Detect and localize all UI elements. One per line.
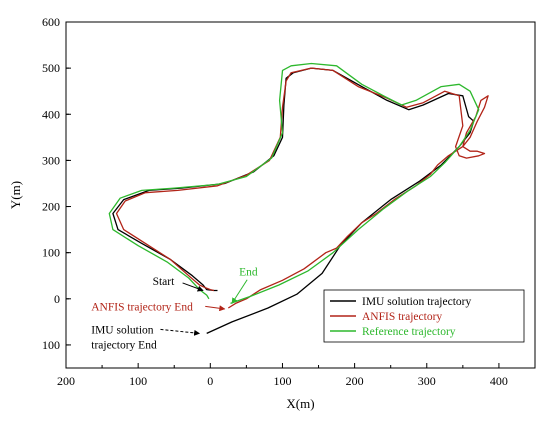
x-tick-label: 400	[490, 374, 508, 388]
series-lines	[108, 62, 489, 334]
series-anfis-trajectory	[115, 67, 489, 309]
x-tick-label: 0	[207, 374, 213, 388]
legend-entry: Reference trajectory	[362, 326, 456, 338]
annotation-label: Start	[153, 276, 176, 288]
annotation-label: End	[239, 267, 258, 279]
y-tick-label: 100	[42, 246, 60, 260]
legend-box	[323, 289, 525, 343]
y-tick-label: 300	[42, 153, 60, 167]
annotation-arrow	[160, 328, 201, 336]
legend-entry: ANFIS trajectory	[362, 311, 442, 323]
x-tick-label: 200	[57, 374, 75, 388]
x-tick-label: 100	[129, 374, 147, 388]
y-tick-label: 100	[42, 338, 60, 352]
annotation-arrow	[231, 279, 248, 304]
x-axis-label: X(m)	[286, 396, 314, 411]
x-tick-label: 300	[418, 374, 436, 388]
y-tick-label: 0	[54, 292, 60, 306]
plot-frame	[65, 21, 536, 369]
legend: IMU solution trajectory ANFIS trajectory R…	[323, 289, 525, 343]
x-axis-ticks: 200 100 0 100 200 300 400	[57, 363, 508, 388]
annotation-label: IMU solution	[91, 324, 154, 336]
y-tick-label: 200	[42, 200, 60, 214]
y-tick-label: 600	[42, 15, 60, 29]
annotation-arrow	[182, 282, 204, 292]
y-axis-ticks: 100 0 100 200 300 400 500 600	[42, 15, 71, 352]
annotation-label: trajectory End	[91, 340, 157, 352]
y-tick-label: 400	[42, 107, 60, 121]
annotations: Start End ANFIS trajectory End IMU solution…	[91, 267, 258, 352]
y-tick-label: 500	[42, 61, 60, 75]
y-axis-label: Y(m)	[8, 181, 23, 209]
annotation-arrow	[205, 305, 226, 312]
series-reference-trajectory	[108, 62, 480, 305]
legend-entry: IMU solution trajectory	[362, 296, 471, 308]
annotation-label: ANFIS trajectory End	[91, 301, 193, 313]
x-tick-label: 200	[346, 374, 364, 388]
x-tick-label: 100	[273, 374, 291, 388]
